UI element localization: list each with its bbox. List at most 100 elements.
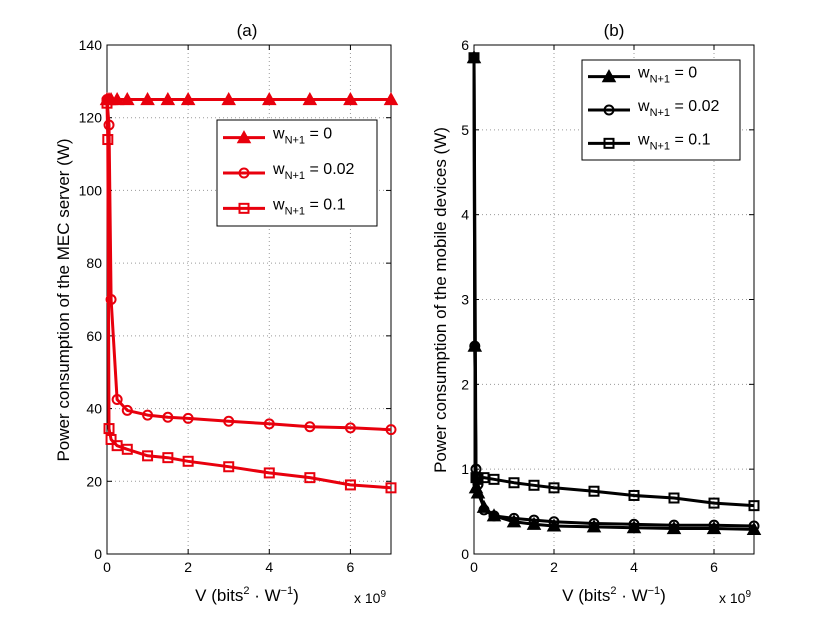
panel-b-y-tick-label: 6	[461, 37, 469, 53]
panel-a-series-0-point	[180, 91, 196, 106]
panel-b-series-1-point	[478, 504, 490, 516]
panel-b-legend-label: wN+1 = 0	[637, 65, 697, 86]
panel-b-x-tick-label: 0	[470, 559, 478, 575]
panel-a-series-1-point	[121, 404, 133, 416]
panel-a-y-tick-label: 80	[86, 255, 102, 271]
panel-b-legend-label: wN+1 = 0.1	[637, 131, 711, 152]
panel-b-series-1-point	[748, 520, 760, 532]
panel-a-legend-label: wN+1 = 0.02	[272, 161, 355, 182]
panel-b-x-tick-label: 2	[550, 559, 558, 575]
panel-a-series-2-point	[105, 433, 117, 445]
panel-a-series-2-point	[385, 482, 397, 494]
panel-a-y-tick-label: 140	[79, 37, 103, 53]
panel-b-legend: wN+1 = 0 wN+1 = 0.02 wN+1 = 0.1	[581, 59, 741, 161]
panel-a-series-1-point	[344, 422, 356, 434]
panel-b-series-1-point	[548, 516, 560, 528]
panel-b-series-2-point	[588, 485, 600, 497]
panel-a-legend-label: wN+1 = 0	[272, 126, 332, 147]
panel-b-series-2-point	[468, 52, 480, 64]
panel-a-series-2-line	[105, 103, 392, 490]
panel-a-y-tick-label: 100	[79, 182, 103, 198]
panel-a-series-1-point	[111, 393, 123, 405]
panel-b-series-2-line	[472, 57, 755, 508]
panel-b-series-1-point	[488, 510, 500, 522]
panel-b-series-2-point	[472, 473, 484, 485]
panel-a-x-axis-label: V (bits2 · W−1)	[195, 585, 299, 605]
panel-a-y-tick-label: 60	[86, 328, 102, 344]
panel-a-series-2-point	[304, 472, 316, 484]
panel-b-series-2-point	[708, 497, 720, 509]
panel-a-series-1-point	[304, 421, 316, 433]
panel-b-x-tick-label: 6	[710, 559, 718, 575]
panel-a-series-0-point	[109, 91, 125, 106]
panel-a-series-0-point	[140, 91, 155, 106]
panel-a-legend-label: wN+1 = 0.1	[272, 196, 346, 217]
panel-a-series-2-point	[263, 467, 275, 479]
panel-a-series-2-point	[223, 461, 235, 473]
panel-b-series-2-point	[508, 477, 520, 489]
panel-a-series-2-point	[102, 134, 114, 146]
panel-b-legend-marker	[601, 69, 617, 83]
panel-a-series-1-line	[105, 99, 392, 432]
panel-a-series-1-point	[182, 412, 194, 424]
panel-b-series-1-point	[628, 518, 640, 530]
panel-b-y-tick-label: 3	[461, 292, 469, 308]
panel-a-x-tick-label: 2	[184, 559, 192, 575]
panel-a-series-2-point	[101, 97, 113, 109]
panel-b-series-1-point	[508, 512, 520, 524]
panel-a: (a) Power consumption of the MEC server …	[54, 21, 399, 606]
panel-a-series-0-point	[383, 91, 399, 106]
panel-b-series-2-point	[488, 473, 500, 485]
panel-a-series-1-point	[142, 409, 154, 421]
panel-a-y-tick-label: 40	[86, 401, 102, 417]
panel-b-y-tick-label: 2	[461, 376, 469, 392]
panel-b-x-axis-label: V (bits2 · W−1)	[562, 585, 666, 605]
panel-a-legend-marker	[238, 202, 250, 214]
panel-a-series-2-point	[344, 479, 356, 491]
panel-a-y-axis-label: Power consumption of the MEC server (W)	[54, 138, 73, 461]
panel-b-series-2-point	[548, 482, 560, 494]
panel-b-series-1-point	[588, 517, 600, 529]
panel-a-series-2-point	[121, 443, 133, 455]
panel-a-series-0-point	[343, 91, 358, 106]
panel-a-series-2-point	[162, 452, 174, 464]
panel-a-x-scale-label: x 109	[354, 589, 386, 606]
panel-b-series-2-point	[528, 479, 540, 491]
panel-a-series-0-point	[160, 91, 176, 106]
panel-a-y-tick-label: 0	[94, 546, 102, 562]
panel-a-x-tick-label: 6	[347, 559, 355, 575]
panel-a-series-2-point	[103, 423, 115, 435]
panel-a-series-2	[101, 97, 397, 494]
panel-b-series-2	[468, 52, 760, 512]
panel-b-y-tick-label: 1	[461, 461, 469, 477]
panel-a-series-2-point	[142, 450, 154, 462]
panel-a-legend-marker	[238, 167, 250, 179]
panel-b-x-tick-label: 4	[630, 559, 638, 575]
panel-b-legend-label: wN+1 = 0.02	[637, 98, 720, 119]
panel-b-y-axis-label: Power consumption of the mobile devices …	[431, 127, 450, 473]
panel-b-legend-marker	[603, 137, 615, 149]
panel-a-x-tick-label: 0	[103, 559, 111, 575]
panel-b-series-1-point	[708, 519, 720, 531]
panel-b-x-scale-label: x 109	[719, 589, 751, 606]
panel-a-series-1-point	[223, 415, 235, 427]
panel-a-series-0-point	[302, 91, 318, 106]
panel-a-y-tick-label: 120	[79, 110, 103, 126]
panel-a-series-0-point	[120, 91, 135, 106]
panel-a-series-0	[99, 91, 399, 106]
panel-b-series-2-point	[748, 500, 760, 512]
panel-a-series-1	[101, 94, 397, 436]
panel-a-series-2-point	[182, 455, 194, 467]
panel-b-series-1-point	[668, 519, 680, 531]
panel-a-series-2-point	[111, 440, 123, 452]
panel-a-series-1-point	[162, 411, 174, 423]
panel-b-series-2-point	[668, 492, 680, 504]
panel-b: (b) Power consumption of the mobile devi…	[431, 21, 762, 606]
panel-b-series-1-point	[528, 514, 540, 526]
panel-a-y-tick-label: 20	[86, 473, 102, 489]
panel-b-y-tick-label: 0	[461, 546, 469, 562]
panel-b-title: (b)	[604, 21, 625, 40]
panel-a-title: (a)	[237, 21, 258, 40]
panel-b-y-tick-label: 5	[461, 122, 469, 138]
